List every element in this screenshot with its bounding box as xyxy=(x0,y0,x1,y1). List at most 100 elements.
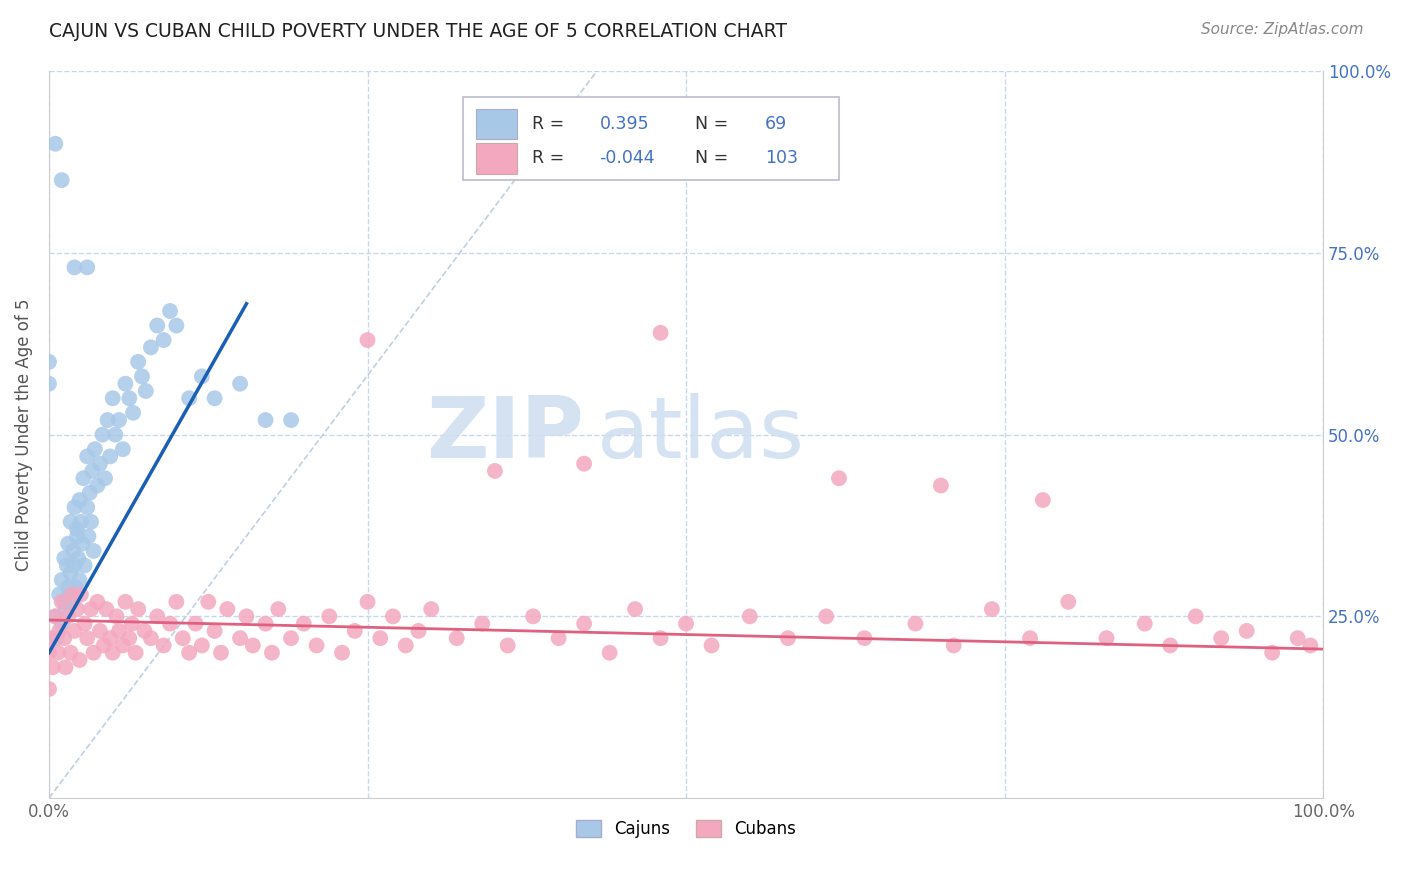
Point xyxy=(111,639,134,653)
Point xyxy=(65,580,87,594)
Point xyxy=(53,631,76,645)
Point xyxy=(776,631,799,645)
Point xyxy=(46,646,69,660)
Point xyxy=(108,624,131,638)
Point xyxy=(124,646,146,660)
Legend: Cajuns, Cubans: Cajuns, Cubans xyxy=(569,813,803,845)
Point xyxy=(83,442,105,457)
Text: -0.044: -0.044 xyxy=(599,149,655,168)
Point xyxy=(254,616,277,631)
Point xyxy=(229,376,252,391)
Point xyxy=(292,616,315,631)
Point xyxy=(152,333,174,347)
Point xyxy=(650,631,672,645)
Point xyxy=(60,595,83,609)
Point xyxy=(267,602,290,616)
Point xyxy=(98,631,121,645)
Text: N =: N = xyxy=(695,149,728,168)
Point xyxy=(828,471,851,485)
Text: R =: R = xyxy=(531,149,564,168)
Point xyxy=(44,609,66,624)
Point xyxy=(1286,631,1309,645)
Point xyxy=(63,624,86,638)
Point xyxy=(108,413,131,427)
Point xyxy=(853,631,876,645)
Point xyxy=(650,326,672,340)
Point xyxy=(343,624,366,638)
Point xyxy=(368,631,391,645)
Point xyxy=(38,682,60,697)
FancyBboxPatch shape xyxy=(475,109,516,139)
Point xyxy=(139,340,162,354)
Point xyxy=(356,595,378,609)
Point xyxy=(45,631,67,645)
Point xyxy=(330,646,353,660)
Point xyxy=(94,471,117,485)
Point xyxy=(209,646,232,660)
Point xyxy=(44,609,66,624)
Point xyxy=(127,602,149,616)
Point xyxy=(53,595,76,609)
Point xyxy=(66,529,89,543)
Point xyxy=(165,595,187,609)
Point xyxy=(118,631,141,645)
Point xyxy=(77,529,100,543)
Point xyxy=(1184,609,1206,624)
Point xyxy=(1057,595,1080,609)
Point xyxy=(62,544,84,558)
Point xyxy=(280,631,302,645)
Point xyxy=(56,580,79,594)
Point xyxy=(446,631,468,645)
Point xyxy=(63,558,86,573)
Point xyxy=(56,536,79,550)
Point xyxy=(942,639,965,653)
Point xyxy=(96,602,118,616)
Point xyxy=(38,355,60,369)
Point xyxy=(51,173,73,187)
Point xyxy=(815,609,838,624)
Point xyxy=(217,602,239,616)
Point xyxy=(522,609,544,624)
Point xyxy=(572,457,595,471)
Point xyxy=(135,384,157,398)
FancyBboxPatch shape xyxy=(463,96,839,180)
Point xyxy=(51,616,73,631)
Point xyxy=(242,639,264,653)
Point xyxy=(80,602,103,616)
Point xyxy=(59,515,82,529)
Point xyxy=(51,595,73,609)
Point xyxy=(165,318,187,333)
Text: 103: 103 xyxy=(765,149,799,168)
Point xyxy=(69,653,91,667)
Point xyxy=(191,369,214,384)
FancyBboxPatch shape xyxy=(475,143,516,174)
Point xyxy=(318,609,340,624)
Point xyxy=(105,609,128,624)
Point xyxy=(484,464,506,478)
Point xyxy=(114,376,136,391)
Point xyxy=(738,609,761,624)
Point xyxy=(69,493,91,508)
Point xyxy=(101,391,124,405)
Point xyxy=(73,558,96,573)
Point xyxy=(1133,616,1156,631)
Point xyxy=(382,609,405,624)
Point xyxy=(48,624,70,638)
Point xyxy=(229,631,252,645)
Point xyxy=(58,588,80,602)
Point xyxy=(395,639,418,653)
Point xyxy=(184,616,207,631)
Point xyxy=(197,595,219,609)
Point xyxy=(98,450,121,464)
Point xyxy=(675,616,697,631)
Point xyxy=(114,595,136,609)
Point xyxy=(44,136,66,151)
Point xyxy=(93,639,115,653)
Point xyxy=(496,639,519,653)
Point xyxy=(60,588,83,602)
Point xyxy=(980,602,1002,616)
Point xyxy=(82,464,104,478)
Point xyxy=(89,457,111,471)
Text: N =: N = xyxy=(695,115,728,133)
Point xyxy=(131,369,153,384)
